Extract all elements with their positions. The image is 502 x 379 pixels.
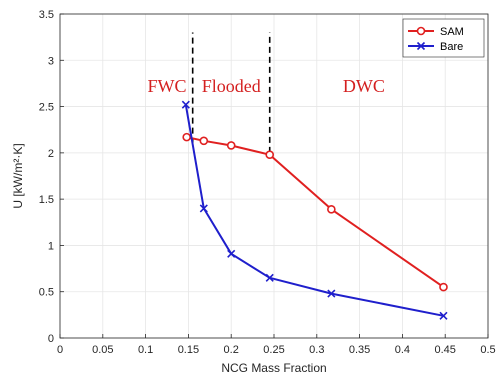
legend: SAM Bare (402, 18, 485, 58)
x-tick-label: 0.4 (395, 344, 410, 356)
series-line-bare (184, 104, 444, 317)
x-tick-label: 0.3 (309, 344, 324, 356)
legend-marker-bare (416, 41, 426, 51)
data-point-bare (181, 100, 190, 109)
data-point-bare (199, 204, 208, 213)
y-tick-label: 1.5 (39, 194, 54, 206)
x-tick-label: 0 (57, 344, 63, 356)
data-point-bare (227, 249, 236, 258)
data-point-sam (199, 136, 209, 146)
y-tick-label: 0 (48, 333, 54, 345)
x-tick-label: 0.1 (138, 344, 153, 356)
x-tick-label: 0.5 (480, 344, 495, 356)
region-dividers (191, 32, 271, 153)
data-point-sam (439, 282, 448, 292)
data-point-sam (327, 205, 336, 214)
legend-label-bare: Bare (440, 41, 463, 53)
data-point-bare (439, 311, 448, 320)
x-tick-label: 0.2 (224, 344, 239, 356)
data-point-sam (182, 132, 191, 142)
x-tick-label: 0.35 (349, 344, 370, 356)
x-tick-label: 0.45 (434, 344, 455, 356)
y-tick-label: 1 (48, 240, 54, 252)
data-point-sam (226, 141, 236, 150)
y-tick-label: 2 (48, 148, 54, 160)
y-tick-label: 3.5 (39, 9, 54, 21)
y-tick-label: 0.5 (39, 287, 54, 299)
region-label-fwc: FWC (147, 76, 186, 96)
legend-marker-sam (416, 26, 426, 36)
legend-box (402, 18, 485, 58)
legend-label-sam: SAM (440, 26, 464, 38)
annotations: FWC Flooded DWC (147, 76, 384, 96)
ticks: 0 0.05 0.1 0.15 0.2 0.25 0.3 0.35 0.4 0.45 0.5 0 0.5… (39, 9, 496, 356)
x-tick-label: 0.15 (178, 344, 199, 356)
region-label-dwc: DWC (343, 76, 385, 96)
y-tick-label: 2.5 (39, 102, 54, 114)
x-tick-label: 0.05 (92, 344, 113, 356)
x-tick-label: 0.25 (263, 344, 284, 356)
region-label-flooded: Flooded (202, 76, 261, 96)
y-axis-title: U [kW/m²·K] (11, 143, 25, 208)
x-axis-title: NCG Mass Fraction (221, 361, 326, 375)
data-point-bare (265, 273, 274, 282)
data-point-bare (327, 289, 336, 298)
y-tick-label: 3 (48, 55, 54, 67)
series-layer (181, 100, 448, 320)
data-point-sam (265, 150, 275, 160)
